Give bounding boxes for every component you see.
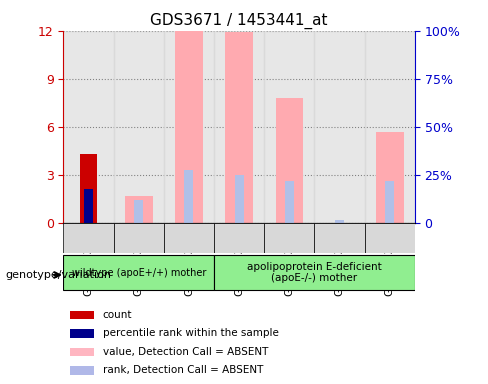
Bar [385, 181, 394, 223]
Bar [70, 366, 95, 375]
Text: genotype/variation: genotype/variation [5, 270, 111, 280]
Bar [365, 31, 415, 223]
Bar [134, 200, 143, 223]
Bar [114, 31, 164, 223]
Bar [70, 348, 95, 356]
Text: rank, Detection Call = ABSENT: rank, Detection Call = ABSENT [102, 366, 263, 376]
FancyBboxPatch shape [365, 223, 415, 253]
Bar [235, 175, 244, 223]
Text: value, Detection Call = ABSENT: value, Detection Call = ABSENT [102, 347, 268, 357]
Bar [376, 131, 404, 223]
Bar [276, 98, 303, 223]
Text: wildtype (apoE+/+) mother: wildtype (apoE+/+) mother [72, 268, 206, 278]
FancyBboxPatch shape [264, 223, 314, 253]
FancyBboxPatch shape [214, 255, 415, 290]
Bar [184, 170, 193, 223]
Bar [264, 31, 314, 223]
FancyBboxPatch shape [63, 223, 114, 253]
Bar [70, 311, 95, 319]
FancyBboxPatch shape [63, 255, 214, 290]
Title: GDS3671 / 1453441_at: GDS3671 / 1453441_at [150, 13, 328, 29]
Bar [164, 31, 214, 223]
FancyBboxPatch shape [164, 223, 214, 253]
Bar [80, 154, 97, 223]
Bar [84, 189, 93, 223]
FancyBboxPatch shape [314, 223, 365, 253]
Text: apolipoprotein E-deficient
(apoE-/-) mother: apolipoprotein E-deficient (apoE-/-) mot… [247, 262, 382, 283]
FancyBboxPatch shape [214, 223, 264, 253]
Bar [70, 329, 95, 338]
Bar [125, 195, 153, 223]
Text: percentile rank within the sample: percentile rank within the sample [102, 328, 279, 338]
Bar [285, 181, 294, 223]
Bar [314, 31, 365, 223]
Bar [63, 31, 114, 223]
FancyBboxPatch shape [114, 223, 164, 253]
Bar [175, 31, 203, 223]
Bar [335, 220, 344, 223]
Bar [225, 32, 253, 223]
Text: count: count [102, 310, 132, 320]
Bar [214, 31, 264, 223]
